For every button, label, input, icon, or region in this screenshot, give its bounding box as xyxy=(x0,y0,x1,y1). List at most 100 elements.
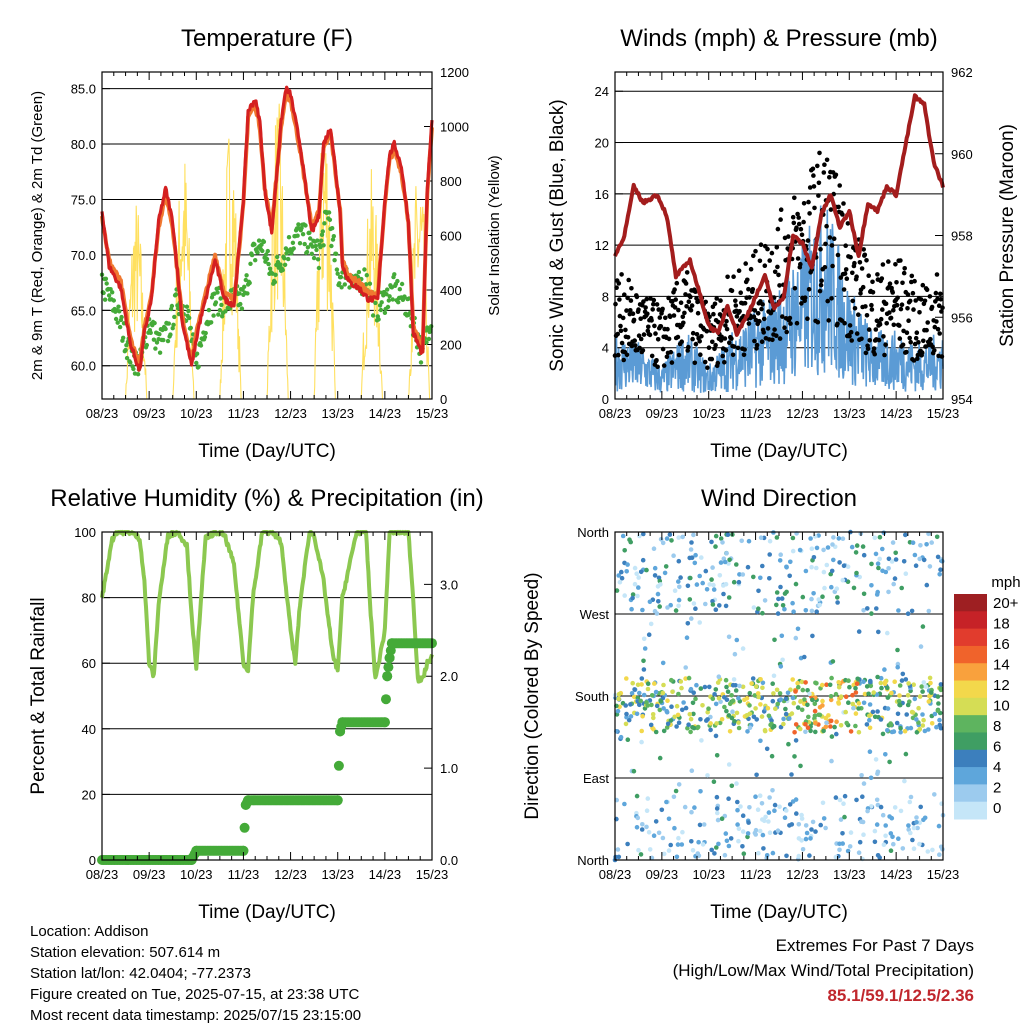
gust-point xyxy=(934,272,940,277)
gust-point xyxy=(920,282,926,288)
direction-point xyxy=(917,694,923,699)
direction-point xyxy=(828,697,834,703)
direction-point xyxy=(837,847,842,853)
direction-point xyxy=(755,807,761,812)
direction-point xyxy=(753,706,758,711)
direction-point xyxy=(635,593,640,599)
gust-point xyxy=(765,326,771,331)
direction-point xyxy=(902,728,908,734)
x-tick-label: 14/23 xyxy=(880,406,913,421)
temp-2m-line xyxy=(100,85,434,372)
direction-point xyxy=(641,667,647,672)
direction-point xyxy=(924,542,929,547)
direction-point xyxy=(761,846,766,851)
direction-point xyxy=(631,768,637,774)
colorbar-swatch xyxy=(954,594,987,612)
direction-point xyxy=(802,654,807,660)
direction-point xyxy=(865,808,870,814)
direction-point xyxy=(714,753,720,758)
direction-point xyxy=(894,720,900,726)
direction-point xyxy=(890,834,895,840)
gust-point xyxy=(636,333,642,339)
dewpoint-point xyxy=(124,355,130,361)
direction-point xyxy=(803,680,808,685)
direction-point xyxy=(771,673,777,679)
direction-point xyxy=(721,583,726,588)
direction-point xyxy=(896,608,901,613)
direction-point xyxy=(688,729,693,735)
station-info: Location: Addison Station elevation: 507… xyxy=(30,921,361,1026)
dewpoint-point xyxy=(215,290,220,295)
gust-point xyxy=(692,360,698,366)
direction-point xyxy=(795,626,801,632)
x-tick-label: 15/23 xyxy=(927,867,960,882)
direction-point xyxy=(763,814,768,820)
dewpoint-point xyxy=(397,287,402,292)
x-tick-label: 10/23 xyxy=(180,406,213,421)
direction-point xyxy=(745,729,750,734)
direction-point xyxy=(924,582,930,588)
direction-point xyxy=(693,552,698,558)
dewpoint-point xyxy=(171,322,176,327)
direction-point xyxy=(752,693,758,698)
gust-point xyxy=(653,331,658,336)
dewpoint-point xyxy=(339,285,344,290)
x-tick-label: 11/23 xyxy=(740,867,772,882)
gust-point xyxy=(826,318,831,323)
dewpoint-point xyxy=(187,315,192,321)
direction-point xyxy=(829,758,834,764)
direction-point xyxy=(919,684,924,689)
direction-point xyxy=(833,795,839,800)
direction-point xyxy=(778,697,784,702)
direction-point xyxy=(636,575,641,580)
direction-point xyxy=(754,772,759,778)
direction-point xyxy=(922,815,928,821)
gust-point xyxy=(684,304,689,309)
gust-point xyxy=(816,193,821,198)
gust-point xyxy=(902,266,907,271)
direction-point xyxy=(654,703,660,709)
direction-point xyxy=(739,538,744,544)
gust-point xyxy=(807,211,812,216)
direction-point xyxy=(900,671,906,677)
direction-point xyxy=(756,588,761,594)
direction-point xyxy=(791,700,797,706)
gust-point xyxy=(731,274,736,280)
gust-point xyxy=(905,306,910,311)
direction-point xyxy=(697,620,702,625)
colorbar-swatch xyxy=(954,732,987,751)
direction-point xyxy=(911,825,917,831)
gust-point xyxy=(819,278,824,284)
direction-point xyxy=(767,552,772,557)
dewpoint-point xyxy=(342,282,347,287)
direction-point xyxy=(778,552,783,557)
direction-point xyxy=(722,559,728,565)
direction-point xyxy=(880,812,886,818)
gust-point xyxy=(888,315,894,321)
gust-point xyxy=(805,238,811,243)
dewpoint-point xyxy=(106,293,112,298)
direction-point xyxy=(856,729,862,735)
direction-point xyxy=(630,592,636,597)
direction-point xyxy=(629,691,635,696)
x-tick-label: 11/23 xyxy=(228,406,260,421)
dewpoint-point xyxy=(286,235,292,240)
gust-point xyxy=(770,337,775,343)
direction-point xyxy=(841,801,846,806)
direction-point xyxy=(691,711,696,717)
gust-point xyxy=(727,340,732,346)
gust-point xyxy=(861,247,866,252)
gust-point xyxy=(858,291,863,296)
plot-frame xyxy=(101,531,433,861)
x-tick-label: 08/23 xyxy=(599,867,632,882)
direction-point xyxy=(744,713,750,718)
direction-point xyxy=(938,682,944,687)
direction-point xyxy=(628,702,633,707)
x-axis-label: Time (Day/UTC) xyxy=(198,902,336,923)
direction-point xyxy=(908,794,914,800)
gust-point xyxy=(798,226,804,232)
direction-point xyxy=(891,841,896,847)
dewpoint-point xyxy=(169,303,175,309)
direction-point xyxy=(750,676,756,681)
direction-point xyxy=(731,579,737,585)
